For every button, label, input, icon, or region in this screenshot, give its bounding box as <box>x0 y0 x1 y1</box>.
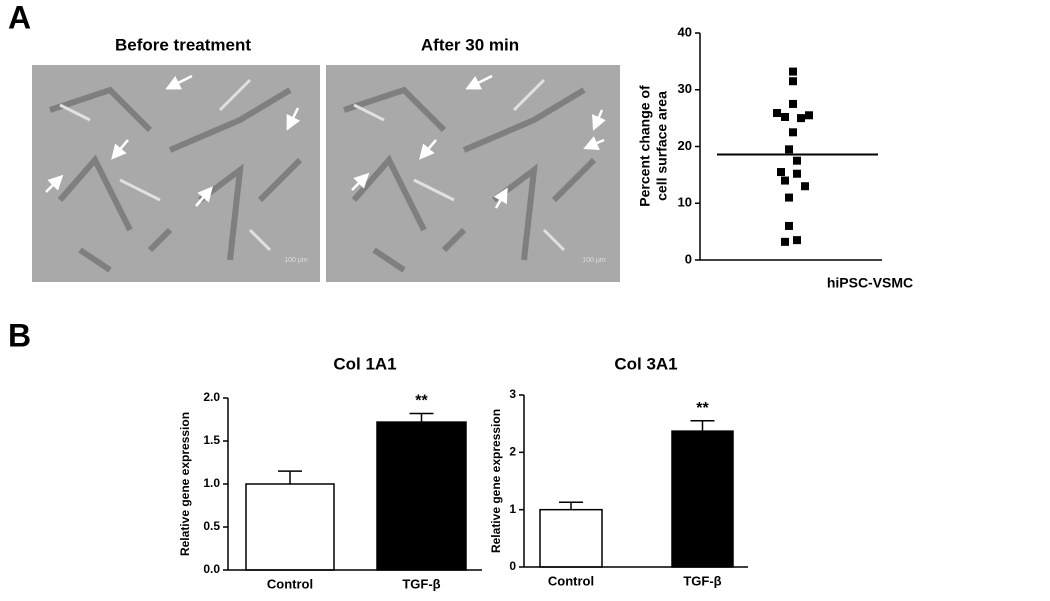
y-axis-label: Percent change of <box>637 85 653 207</box>
point <box>781 237 789 246</box>
y-tick-label: 30 <box>678 81 692 96</box>
panel-label: A <box>8 0 31 35</box>
y-tick-label: 0.5 <box>203 519 220 533</box>
y-tick-label: 1 <box>509 502 516 516</box>
scale-bar-label: 100 µm <box>284 257 308 264</box>
point <box>789 77 797 86</box>
x-tick-label: Control <box>267 576 313 591</box>
point <box>785 193 793 202</box>
y-axis-label: cell surface area <box>654 91 670 201</box>
y-tick-label: 0 <box>509 559 516 573</box>
x-tick-label: TGF-β <box>402 576 440 591</box>
y-axis-label: Relative gene expression <box>178 412 192 556</box>
point <box>793 236 801 245</box>
point <box>797 114 805 123</box>
point <box>785 221 793 230</box>
point <box>789 99 797 108</box>
point <box>785 145 793 154</box>
annotation: ** <box>415 393 428 410</box>
point <box>789 67 797 76</box>
x-tick-label: Control <box>548 573 594 588</box>
y-tick-label: 40 <box>678 24 692 39</box>
point <box>781 176 789 185</box>
x-tick-label: TGF-β <box>683 573 721 588</box>
point <box>781 112 789 121</box>
x-category-label: hiPSC-VSMC <box>827 275 913 291</box>
y-tick-label: 3 <box>509 387 516 401</box>
micrograph: 100 µm <box>32 65 320 282</box>
point <box>773 109 781 118</box>
y-tick-label: 10 <box>678 195 692 210</box>
bar <box>539 508 603 568</box>
panel-label: B <box>8 317 31 353</box>
y-tick-label: 2.0 <box>203 390 220 404</box>
image-title: After 30 min <box>421 35 519 54</box>
bar <box>671 430 734 568</box>
bar <box>245 483 335 571</box>
chart-title: Col 3A1 <box>614 354 677 373</box>
bar <box>376 421 467 571</box>
annotation: ** <box>696 400 709 417</box>
y-tick-label: 0.0 <box>203 562 220 576</box>
point <box>793 156 801 165</box>
point <box>777 168 785 177</box>
point <box>793 169 801 178</box>
y-axis-label: Relative gene expression <box>489 409 503 553</box>
scale-bar-label: 100 µm <box>582 257 606 264</box>
micrograph: 100 µm <box>326 65 620 282</box>
chart-title: Col 1A1 <box>333 354 396 373</box>
y-tick-label: 1.0 <box>203 476 220 490</box>
point <box>801 182 809 191</box>
y-tick-label: 1.5 <box>203 433 220 447</box>
point <box>805 111 813 120</box>
y-tick-label: 2 <box>509 445 516 459</box>
point <box>789 128 797 137</box>
y-tick-label: 20 <box>678 138 692 153</box>
y-tick-label: 0 <box>685 251 692 266</box>
image-title: Before treatment <box>115 35 251 54</box>
